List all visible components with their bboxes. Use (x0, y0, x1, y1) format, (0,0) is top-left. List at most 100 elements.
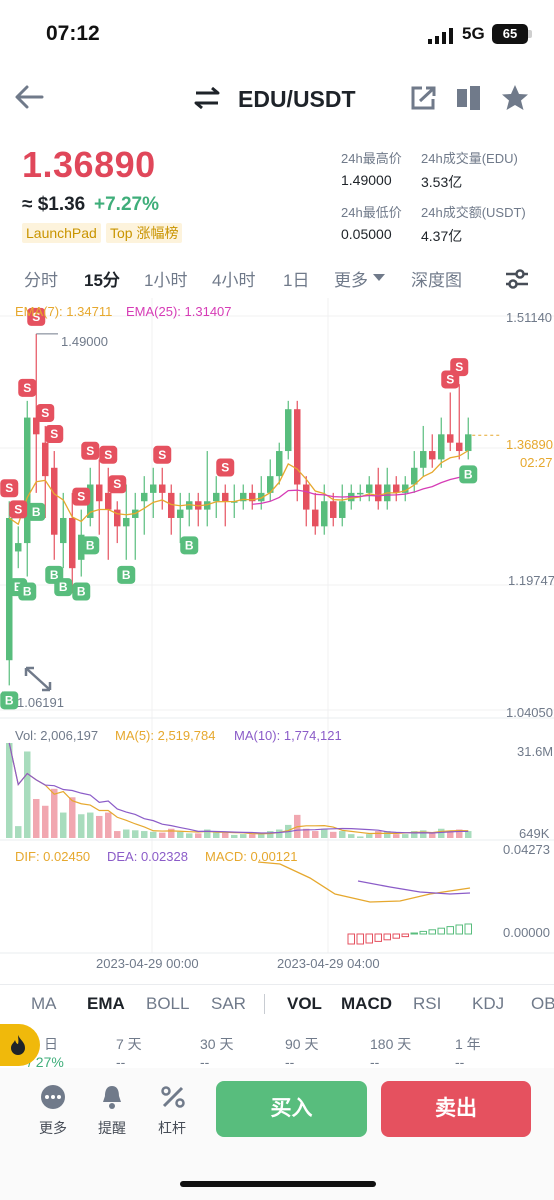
fire-icon (11, 1035, 25, 1055)
bell-icon[interactable] (100, 1084, 124, 1110)
tab-1d[interactable]: 1日 (283, 271, 310, 290)
launchpad-tag[interactable]: LaunchPad (22, 223, 101, 243)
perf-value-7d: -- (116, 1054, 126, 1070)
candle-body (438, 434, 445, 460)
macd-hist-bar (437, 927, 445, 935)
sell-button[interactable]: 卖出 (381, 1081, 531, 1137)
perf-value-1y: -- (455, 1054, 465, 1070)
tab-time-share[interactable]: 分时 (24, 271, 58, 290)
volume-bar (366, 834, 373, 838)
high-value: 1.49000 (341, 172, 392, 188)
tab-more[interactable]: 更多 (334, 271, 368, 290)
volume-bar (141, 831, 148, 838)
volume-bar (177, 831, 184, 838)
ind-tab-rsi[interactable]: RSI (413, 994, 442, 1013)
ind-tab-ma[interactable]: MA (31, 994, 57, 1013)
tab-15m[interactable]: 15分 (84, 271, 120, 290)
volume-bar (429, 833, 436, 838)
expand-chart-icon-stroke (26, 668, 50, 690)
sell-badge (72, 487, 91, 506)
kline-chart[interactable]: SSSSSSSSSSSSSSBBBBBBBBBBB (0, 298, 554, 974)
volume-bar (24, 751, 31, 838)
tab-depth[interactable]: 深度图 (411, 271, 462, 290)
ind-tab-kdj[interactable]: KDJ (472, 994, 505, 1013)
ind-tab-vol[interactable]: VOL (287, 994, 322, 1013)
perf-label-7d: 7 天 (116, 1036, 142, 1052)
ind-tab-macd[interactable]: MACD (341, 994, 392, 1013)
last-price: 1.36890 (22, 144, 156, 185)
candle-body (69, 517, 76, 569)
buy-badge-label: B (77, 585, 86, 599)
buy-badge-label: B (59, 580, 68, 594)
candle-body (339, 501, 346, 518)
share-icon[interactable] (410, 85, 438, 111)
candle-body (267, 476, 274, 493)
ind-tab-sar[interactable]: SAR (211, 994, 246, 1013)
volume-bar (231, 834, 238, 838)
candle-body (312, 509, 319, 527)
current-price-label: 1.36890 (506, 437, 553, 452)
battery-icon: 65 (492, 24, 528, 44)
candle-body (294, 409, 301, 485)
buy-button[interactable]: 买入 (216, 1081, 367, 1137)
ind-tab-boll[interactable]: BOLL (146, 994, 190, 1013)
volume-bar (195, 833, 202, 838)
candle-body (447, 434, 454, 443)
chart-settings-icon[interactable] (504, 267, 530, 291)
candle-body (429, 451, 436, 460)
volume-bar (339, 831, 346, 838)
perf-label-today: 日 (44, 1036, 58, 1052)
tab-1h[interactable]: 1小时 (144, 271, 188, 290)
volume-bar (357, 836, 364, 838)
volume-bar (402, 834, 409, 838)
price-axis-top: 1.51140 (506, 310, 553, 325)
candle-body (204, 501, 211, 510)
alert-label[interactable]: 提醒 (98, 1120, 126, 1136)
switch-pair-icon[interactable] (192, 86, 222, 110)
top-gainers-tag[interactable]: Top 涨幅榜 (106, 223, 183, 243)
volume-bar (114, 831, 121, 838)
leverage-label[interactable]: 杠杆 (158, 1120, 186, 1136)
more-label[interactable]: 更多 (39, 1120, 67, 1136)
buy-badge-label: B (50, 568, 59, 582)
favorite-star-icon[interactable] (500, 83, 530, 113)
more-icon[interactable] (40, 1084, 66, 1110)
candle-body (402, 484, 409, 493)
buy-badge-label: B (86, 538, 95, 552)
back-arrow-icon[interactable] (14, 84, 44, 110)
volume-value: 3.53亿 (421, 174, 463, 190)
candle-body (456, 442, 463, 452)
approx-usd: ≈ $1.36 (22, 194, 86, 215)
candle-body (114, 509, 121, 527)
network-type: 5G (462, 24, 485, 43)
candle-body (105, 492, 112, 510)
sell-badge (45, 425, 64, 444)
ema25-line (252, 473, 469, 505)
sell-badge (0, 479, 19, 498)
sell-badge-label: S (104, 448, 112, 462)
buy-badge (18, 582, 37, 601)
volume-bar (51, 788, 58, 838)
volume-bar (393, 834, 400, 838)
layout-switch-icon[interactable] (455, 84, 483, 112)
candle-body (420, 451, 427, 468)
candle-body (240, 492, 247, 502)
volume-bar (60, 812, 67, 838)
ind-tab-ema[interactable]: EMA (87, 994, 125, 1013)
high-marker-label: 1.49000 (61, 334, 108, 349)
sell-badge (108, 475, 127, 494)
volume-bar (276, 829, 283, 838)
candle-body (411, 467, 418, 485)
leverage-icon[interactable] (160, 1084, 186, 1110)
ind-tab-obv[interactable]: OB (531, 994, 554, 1013)
buy-badge (72, 582, 91, 601)
pair-title[interactable]: EDU/USDT (238, 86, 356, 112)
volume-bar (249, 834, 256, 838)
sell-badge-label: S (77, 490, 85, 504)
tab-4h[interactable]: 4小时 (212, 271, 256, 290)
hot-float-button[interactable] (0, 1024, 40, 1066)
candle-body (60, 517, 67, 544)
volume-bar (267, 831, 274, 838)
buy-badge-label: B (23, 585, 32, 599)
volume-bar (69, 797, 76, 838)
